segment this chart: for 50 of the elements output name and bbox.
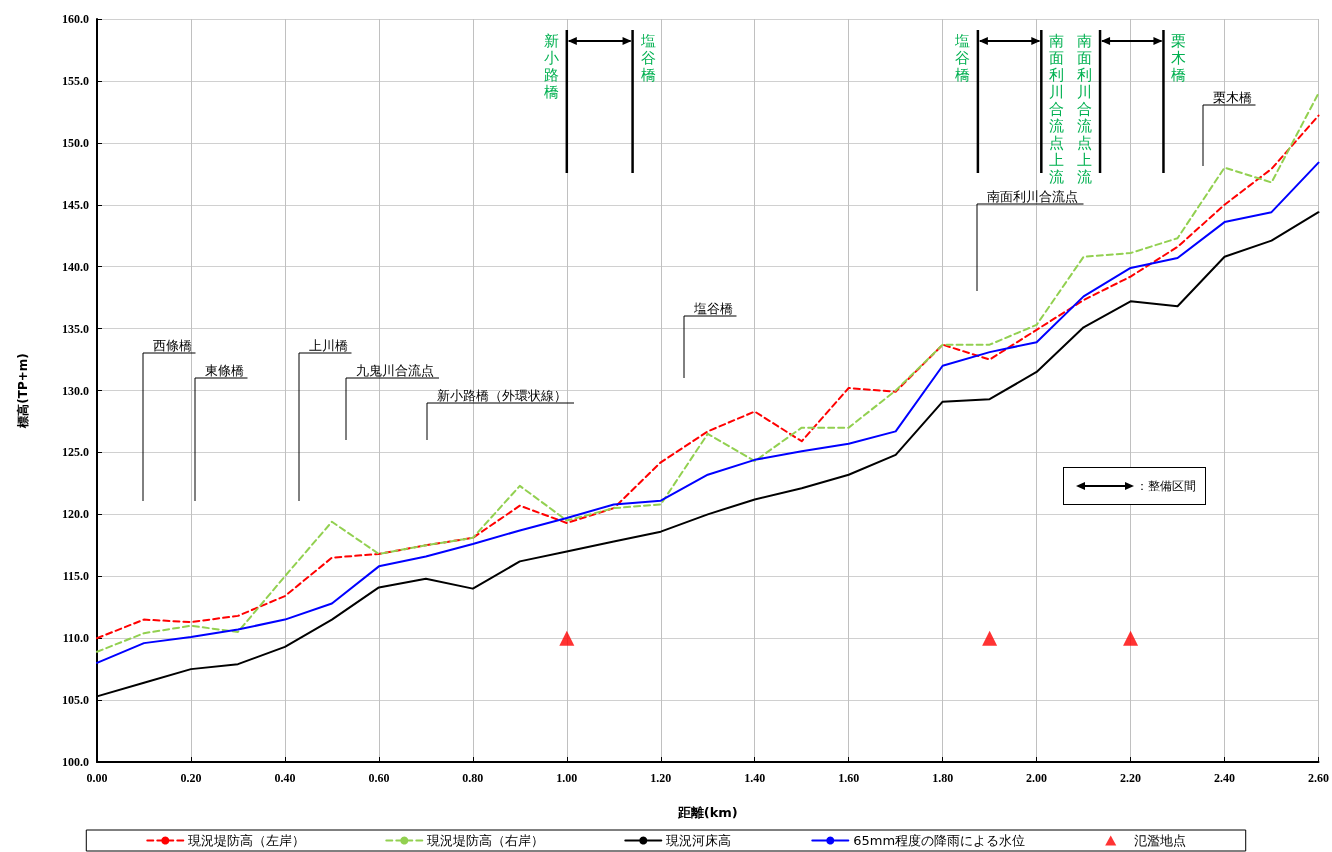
legend-label: 氾濫地点 bbox=[1133, 833, 1186, 848]
y-tick-label: 130.0 bbox=[62, 383, 89, 398]
legend-label: 現況河床高 bbox=[666, 833, 732, 848]
annotation: 上川橋 bbox=[309, 338, 348, 353]
annotation: 栗木橋 bbox=[1213, 90, 1252, 105]
x-tick-label: 2.20 bbox=[1120, 771, 1142, 785]
y-tick-label: 125.0 bbox=[62, 445, 89, 460]
x-tick-label: 0.00 bbox=[86, 771, 108, 785]
ref-line-label: 新小路橋 bbox=[543, 31, 559, 101]
y-tick-label: 150.0 bbox=[62, 135, 89, 150]
y-tick-label: 110.0 bbox=[62, 631, 89, 646]
legend-label: 現況堤防高（左岸） bbox=[188, 833, 306, 848]
x-tick-label: 1.60 bbox=[838, 771, 860, 785]
x-axis-title: 距離(km) bbox=[676, 805, 738, 820]
x-tick-label: 0.60 bbox=[368, 771, 390, 785]
x-tick-label: 1.80 bbox=[932, 771, 954, 785]
annotation: 西條橋 bbox=[153, 338, 192, 353]
x-tick-label: 0.20 bbox=[180, 771, 202, 785]
x-tick-label: 1.00 bbox=[556, 771, 578, 785]
annotation: 新小路橋（外環状線） bbox=[437, 388, 567, 403]
x-tick-label: 1.40 bbox=[744, 771, 766, 785]
y-tick-label: 105.0 bbox=[62, 693, 89, 708]
y-tick-label: 145.0 bbox=[62, 197, 89, 212]
x-tick-label: 0.40 bbox=[274, 771, 296, 785]
annotation: 南面利川合流点 bbox=[987, 189, 1078, 204]
x-tick-label: 1.20 bbox=[650, 771, 672, 785]
annotation: 東條橋 bbox=[205, 363, 244, 378]
legend-label: 現況堤防高（右岸） bbox=[427, 833, 545, 848]
y-tick-label: 120.0 bbox=[62, 507, 89, 522]
y-tick-label: 135.0 bbox=[62, 321, 89, 336]
annotation: 塩谷橋 bbox=[693, 301, 733, 316]
ref-line-label: 栗木橋 bbox=[1171, 31, 1187, 84]
key-box: ：整備区間 bbox=[1063, 467, 1206, 505]
x-tick-label: 0.80 bbox=[462, 771, 484, 785]
y-tick-label: 160.0 bbox=[62, 12, 89, 26]
y-tick-label: 155.0 bbox=[62, 73, 89, 88]
x-tick-label: 2.60 bbox=[1308, 771, 1329, 785]
text: 南面利川合流点上流 bbox=[1077, 31, 1093, 186]
annotation: ：整備区間 bbox=[1136, 477, 1196, 495]
x-tick-label: 2.00 bbox=[1026, 771, 1048, 785]
y-tick-label: 140.0 bbox=[62, 259, 89, 274]
text: 南面利川合流点上流 bbox=[1049, 31, 1065, 186]
ref-line-label: 塩谷橋 bbox=[953, 31, 970, 84]
y-axis-title: 標高(TP+m) bbox=[16, 353, 30, 429]
x-tick-label: 2.40 bbox=[1214, 771, 1236, 785]
y-tick-label: 115.0 bbox=[62, 569, 89, 584]
annotation: 九鬼川合流点 bbox=[356, 363, 434, 378]
ref-line-label: 塩谷橋 bbox=[639, 31, 656, 84]
y-tick-label: 100.0 bbox=[62, 755, 89, 769]
legend-label: 65mm程度の降雨による水位 bbox=[853, 833, 1026, 848]
